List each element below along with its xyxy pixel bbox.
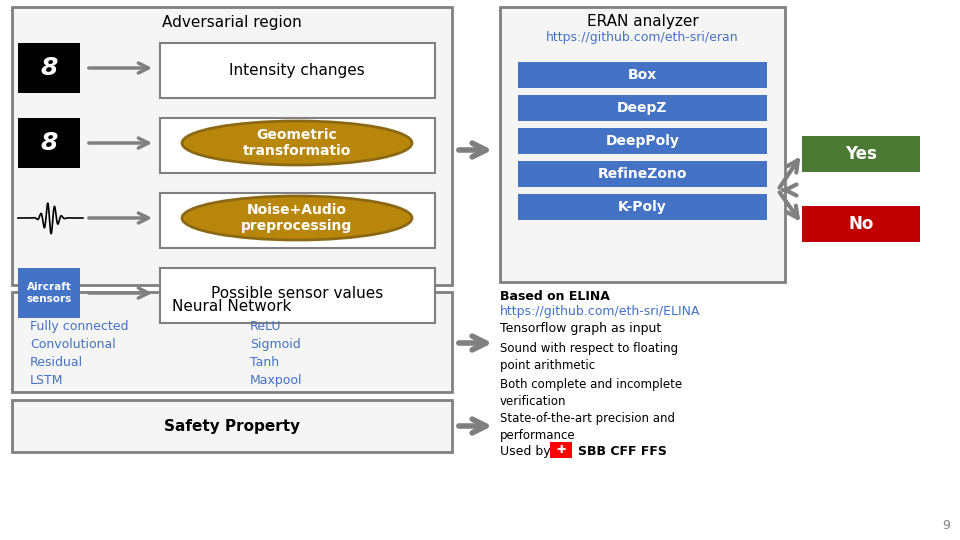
- Bar: [18, 118, 80, 168]
- Text: LSTM: LSTM: [30, 374, 63, 387]
- Bar: [160, 268, 435, 323]
- Text: State-of-the-art precision and
performance: State-of-the-art precision and performan…: [500, 412, 675, 442]
- Bar: [12, 7, 452, 285]
- Text: Noise+Audio
preprocessing: Noise+Audio preprocessing: [241, 203, 352, 233]
- Text: ✚: ✚: [556, 445, 565, 455]
- Bar: [500, 7, 785, 282]
- Bar: [160, 193, 435, 248]
- Text: Safety Property: Safety Property: [164, 418, 300, 434]
- Bar: [160, 118, 435, 173]
- Bar: [12, 400, 452, 452]
- Text: ReLU: ReLU: [250, 320, 281, 333]
- Text: ERAN analyzer: ERAN analyzer: [587, 14, 698, 29]
- Text: Yes: Yes: [845, 145, 876, 163]
- Text: Box: Box: [628, 68, 658, 82]
- Bar: [550, 442, 572, 458]
- Text: Aircraft
sensors: Aircraft sensors: [26, 282, 72, 304]
- Text: No: No: [849, 215, 874, 233]
- Text: Adversarial region: Adversarial region: [162, 15, 301, 30]
- Ellipse shape: [182, 196, 412, 240]
- Bar: [18, 268, 80, 318]
- Text: Neural Network: Neural Network: [172, 299, 292, 314]
- Text: Maxpool: Maxpool: [250, 374, 302, 387]
- Text: K-Poly: K-Poly: [618, 200, 667, 214]
- Bar: [518, 62, 767, 88]
- Text: Convolutional: Convolutional: [30, 338, 116, 351]
- Bar: [802, 136, 920, 172]
- Text: Sound with respect to floating
point arithmetic: Sound with respect to floating point ari…: [500, 342, 678, 372]
- Text: Both complete and incomplete
verification: Both complete and incomplete verificatio…: [500, 378, 683, 408]
- Text: Tensorflow graph as input: Tensorflow graph as input: [500, 322, 661, 335]
- Text: DeepPoly: DeepPoly: [606, 134, 680, 148]
- Text: DeepZ: DeepZ: [617, 101, 668, 115]
- Text: Intensity changes: Intensity changes: [229, 63, 365, 78]
- Text: Fully connected: Fully connected: [30, 320, 129, 333]
- Text: https://github.com/eth-sri/eran: https://github.com/eth-sri/eran: [546, 31, 739, 44]
- Text: Possible sensor values: Possible sensor values: [211, 286, 383, 300]
- Text: https://github.com/eth-sri/ELINA: https://github.com/eth-sri/ELINA: [500, 305, 701, 318]
- Bar: [18, 43, 80, 93]
- Text: Used by: Used by: [500, 445, 551, 458]
- Bar: [518, 161, 767, 187]
- Text: 8: 8: [40, 56, 58, 80]
- Ellipse shape: [182, 121, 412, 165]
- Text: 8: 8: [40, 131, 58, 155]
- Bar: [802, 206, 920, 242]
- Text: Tanh: Tanh: [250, 356, 279, 369]
- Bar: [518, 128, 767, 154]
- Text: Based on ELINA: Based on ELINA: [500, 290, 610, 303]
- Bar: [518, 95, 767, 121]
- Bar: [12, 292, 452, 392]
- Bar: [518, 194, 767, 220]
- Text: Geometric
transformatio: Geometric transformatio: [243, 128, 351, 158]
- Text: RefineZono: RefineZono: [598, 167, 687, 181]
- Text: Sigmoid: Sigmoid: [250, 338, 300, 351]
- Text: Residual: Residual: [30, 356, 84, 369]
- Bar: [160, 43, 435, 98]
- Text: SBB CFF FFS: SBB CFF FFS: [578, 445, 667, 458]
- Text: 9: 9: [942, 519, 950, 532]
